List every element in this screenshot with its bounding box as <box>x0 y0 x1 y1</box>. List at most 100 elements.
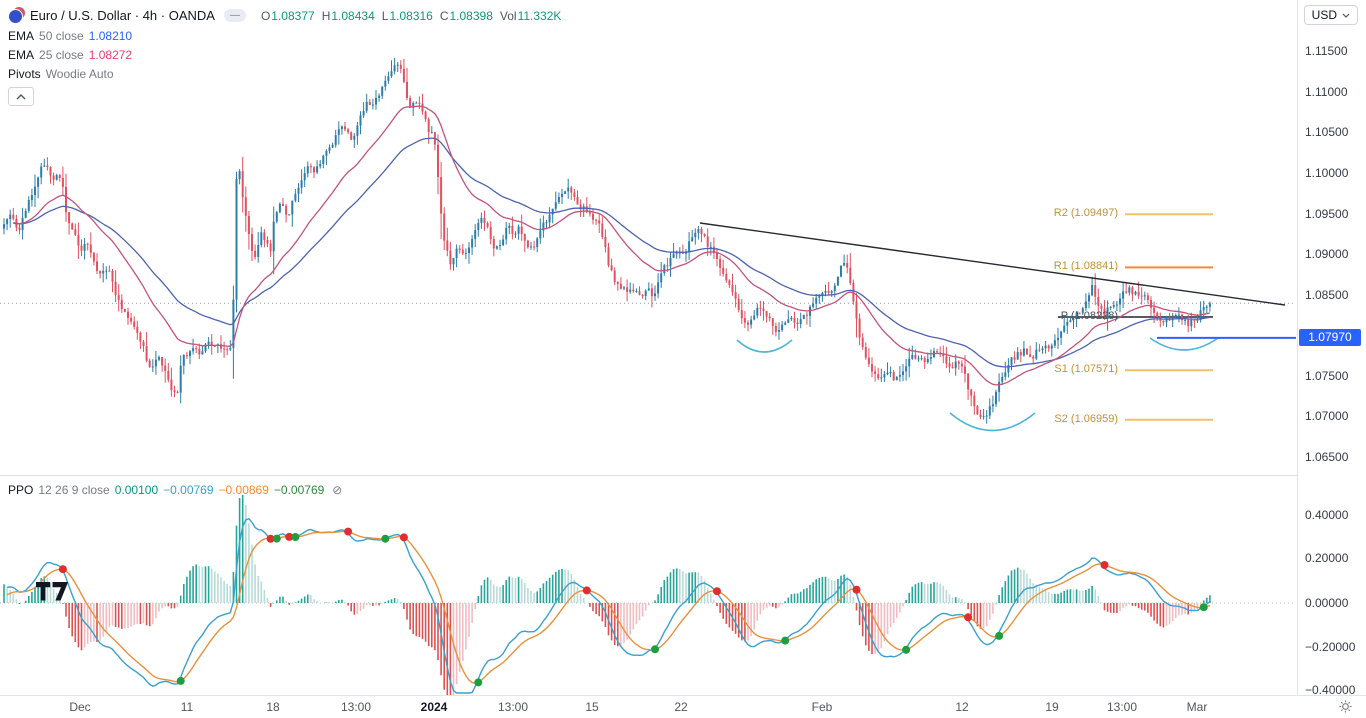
time-tick-label: 13:00 <box>1106 700 1138 714</box>
ppo-cross-down-dot <box>58 565 67 574</box>
price-line-label: 1.07970 <box>1299 329 1361 347</box>
ppo-params: 12 26 9 close <box>38 482 110 497</box>
ppo-cross-up-dot <box>474 678 483 687</box>
time-axis[interactable]: Dec 11 18 13:00 2024 13:00 15 22 Feb 12 19 13:00 Mar <box>0 695 1366 718</box>
time-tick-label: 11 <box>180 700 194 714</box>
ppo-tick-label: −0.40000 <box>1305 683 1356 697</box>
ema50-name: EMA <box>8 28 35 43</box>
ppo-line[interactable] <box>6 517 1211 694</box>
ppo-cross-down-dot <box>266 534 275 543</box>
ppo-hist-value: 0.00100 <box>114 482 159 497</box>
price-tick-label: 1.11500 <box>1305 44 1348 58</box>
ema50-value: 1.08210 <box>88 28 133 43</box>
ppo-tick-label: −0.20000 <box>1305 640 1356 654</box>
ppo-legend[interactable]: PPO 12 26 9 close 0.00100 −0.00769 −0.00… <box>8 480 342 499</box>
pivot-label-P: P (1.08228) <box>1060 310 1118 323</box>
open-label: O <box>260 8 271 23</box>
ppo-signal-line[interactable] <box>6 530 1211 685</box>
volume-label: Vol <box>499 8 517 23</box>
time-tick-label: 2024 <box>420 700 448 714</box>
ppo-cross-down-dot <box>964 613 973 622</box>
ema50-legend-row[interactable]: EMA 50 close 1.08210 <box>8 26 561 45</box>
legend-collapse-button[interactable] <box>8 87 34 106</box>
price-tick-label: 1.10500 <box>1305 125 1349 139</box>
price-tick-label: 1.09500 <box>1305 207 1349 221</box>
ppo-line-value: −0.00769 <box>163 482 214 497</box>
ppo-cross-down-dot <box>1100 561 1109 569</box>
price-tick-label: 1.07500 <box>1305 369 1349 383</box>
ema25-legend-row[interactable]: EMA 25 close 1.08272 <box>8 45 561 64</box>
price-axis[interactable]: 1.11500 1.11000 1.10500 1.10000 1.09500 1.090… <box>1297 0 1366 697</box>
arc-drawing-3[interactable] <box>1149 337 1219 351</box>
time-tick-label: Mar <box>1186 700 1208 714</box>
ppo-cross-up-dot <box>781 636 790 645</box>
ppo-tick-label: 0.20000 <box>1305 551 1349 565</box>
legend-collapse-pill[interactable]: — <box>223 9 246 22</box>
tradingview-logo[interactable] <box>36 582 70 606</box>
ppo-cross-up-dot <box>381 534 390 543</box>
ppo-cross-up-dot <box>1199 603 1208 612</box>
arc-drawing-2[interactable] <box>949 412 1036 432</box>
ema50-line[interactable] <box>13 137 1211 368</box>
price-tick-label: 1.11000 <box>1305 85 1348 99</box>
close-value: 1.08398 <box>449 8 493 23</box>
main-chart[interactable] <box>0 0 1297 695</box>
symbol-row[interactable]: Euro / U.S. Dollar · 4h · OANDA — O 1.083… <box>8 5 561 26</box>
main-legend: Euro / U.S. Dollar · 4h · OANDA — O 1.083… <box>8 5 561 106</box>
pivots-params: Woodie Auto <box>45 66 114 81</box>
ppo-cross-down-dot <box>344 527 353 536</box>
ema25-value: 1.08272 <box>88 47 133 62</box>
price-tick-label: 1.06500 <box>1305 450 1349 464</box>
low-label: L <box>381 8 389 23</box>
ppo-cross-up-dot <box>176 676 185 685</box>
time-tick-label: 13:00 <box>497 700 529 714</box>
ppo-cross-up-dot <box>272 534 281 543</box>
chevron-down-icon <box>1342 13 1350 18</box>
ema25-name: EMA <box>8 47 35 62</box>
ppo-cross-down-dot <box>399 533 408 542</box>
price-tick-label: 1.07000 <box>1305 409 1349 423</box>
open-value: 1.08377 <box>271 8 315 23</box>
ppo-cross-up-dot <box>902 645 911 654</box>
pivot-label-S1: S1 (1.07571) <box>1054 363 1118 376</box>
ppo-cross-down-dot <box>582 586 591 595</box>
arc-drawing-1[interactable] <box>736 339 793 353</box>
volume-value: 11.332K <box>517 8 562 23</box>
pivot-label-R1: R1 (1.08841) <box>1053 260 1118 273</box>
ppo-cross-up-dot <box>651 645 659 654</box>
price-tick-label: 1.10000 <box>1305 166 1349 180</box>
axis-settings-gear-icon[interactable] <box>1339 700 1352 718</box>
symbol-pair-icon <box>8 7 25 24</box>
ppo-tick-label: 0.40000 <box>1305 508 1349 522</box>
ema25-params: 25 close <box>39 47 84 62</box>
ppo-cross-down-dot <box>285 532 294 541</box>
high-label: H <box>321 8 331 23</box>
time-tick-label: Dec <box>69 700 91 714</box>
hide-indicator-icon[interactable]: ⊘ <box>332 482 343 497</box>
time-tick-label: 18 <box>266 700 280 714</box>
low-value: 1.08316 <box>389 8 433 23</box>
time-tick-label: 15 <box>585 700 599 714</box>
ppo-cross-down-dot <box>852 585 861 594</box>
close-label: C <box>439 8 449 23</box>
time-tick-label: 13:00 <box>340 700 372 714</box>
price-tick-label: 1.09000 <box>1305 247 1349 261</box>
time-tick-label: 19 <box>1045 700 1059 714</box>
price-tick-label: 1.08500 <box>1305 288 1349 302</box>
ppo-cross-up-dot <box>995 631 1004 640</box>
time-tick-label: Feb <box>811 700 833 714</box>
ema25-line[interactable] <box>13 105 1211 386</box>
ema50-params: 50 close <box>39 28 84 43</box>
ppo-cross-down-dot <box>713 587 721 596</box>
currency-toggle-button[interactable]: USD <box>1303 5 1358 25</box>
pivots-name: Pivots <box>8 66 41 81</box>
chevron-up-icon <box>16 93 26 99</box>
time-tick-label: 22 <box>674 700 688 714</box>
pivots-legend-row[interactable]: Pivots Woodie Auto <box>8 64 561 83</box>
symbol-title: Euro / U.S. Dollar · 4h · OANDA <box>30 8 215 23</box>
pivot-label-S2: S2 (1.06959) <box>1054 412 1118 425</box>
trendline-drawing[interactable] <box>699 222 1286 306</box>
pivot-label-R2: R2 (1.09497) <box>1053 207 1118 220</box>
ohlc-values: O 1.08377 H 1.08434 L 1.08316 C 1.08398 Vol 1… <box>261 9 561 23</box>
